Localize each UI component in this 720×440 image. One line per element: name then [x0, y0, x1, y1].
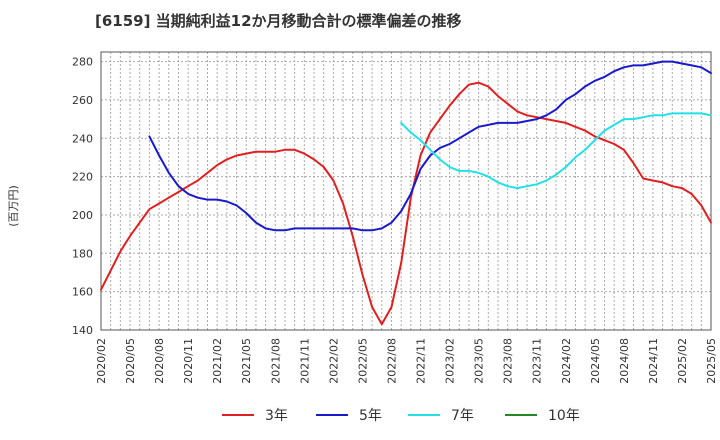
x-tick-label: 2021/08: [269, 338, 282, 384]
y-tick-label: 200: [72, 209, 93, 222]
x-tick-label: 2021/11: [298, 338, 311, 384]
chart-title: [6159] 当期純利益12か月移動合計の標準偏差の推移: [95, 12, 462, 30]
x-tick-label: 2022/02: [327, 338, 340, 384]
x-tick-label: 2024/11: [647, 338, 660, 384]
plot-frame: [100, 51, 712, 331]
x-axis-ticks: 2020/02 2020/05 2020/08 2020/11 2021/02 2021/…: [95, 338, 718, 384]
y-tick-label: 220: [72, 171, 93, 184]
legend-label: 10年: [548, 408, 580, 424]
x-tick-label: 2024/08: [618, 338, 631, 384]
x-tick-label: 2023/11: [531, 338, 544, 384]
x-tick-label: 2022/05: [356, 338, 369, 384]
x-tick-label: 2020/05: [124, 338, 137, 384]
series-line-5年: [148, 60, 712, 232]
legend-label: 3年: [265, 408, 288, 424]
y-axis-label: (百万円): [7, 185, 20, 227]
x-tick-label: 2022/08: [385, 338, 398, 384]
x-tick-label: 2023/02: [444, 338, 457, 384]
series-line-3年: [100, 81, 712, 326]
x-tick-label: 2023/08: [502, 338, 515, 384]
x-tick-label: 2020/11: [182, 338, 195, 384]
x-tick-label: 2025/02: [676, 338, 689, 384]
x-tick-label: 2024/02: [560, 338, 573, 384]
x-tick-label: 2020/02: [95, 338, 108, 384]
y-tick-label: 140: [72, 324, 93, 337]
x-tick-label: 2025/05: [705, 338, 718, 384]
legend-label: 7年: [451, 408, 474, 424]
y-tick-label: 180: [72, 247, 93, 260]
x-tick-label: 2024/05: [589, 338, 602, 384]
x-tick-label: 2022/11: [415, 338, 428, 384]
x-tick-label: 2021/02: [211, 338, 224, 384]
y-tick-label: 260: [72, 94, 93, 107]
x-tick-label: 2020/08: [153, 338, 166, 384]
legend: 3年 5年 7年 10年: [222, 408, 580, 424]
y-tick-label: 280: [72, 56, 93, 69]
x-tick-label: 2021/05: [240, 338, 253, 384]
y-tick-label: 240: [72, 132, 93, 145]
series-line-7年: [400, 112, 712, 190]
series-lines: [100, 60, 712, 326]
y-tick-label: 160: [72, 286, 93, 299]
x-tick-label: 2023/05: [473, 338, 486, 384]
legend-label: 5年: [359, 408, 382, 424]
y-axis-ticks: 140 160 180 200 220 240 260 280: [72, 56, 93, 337]
